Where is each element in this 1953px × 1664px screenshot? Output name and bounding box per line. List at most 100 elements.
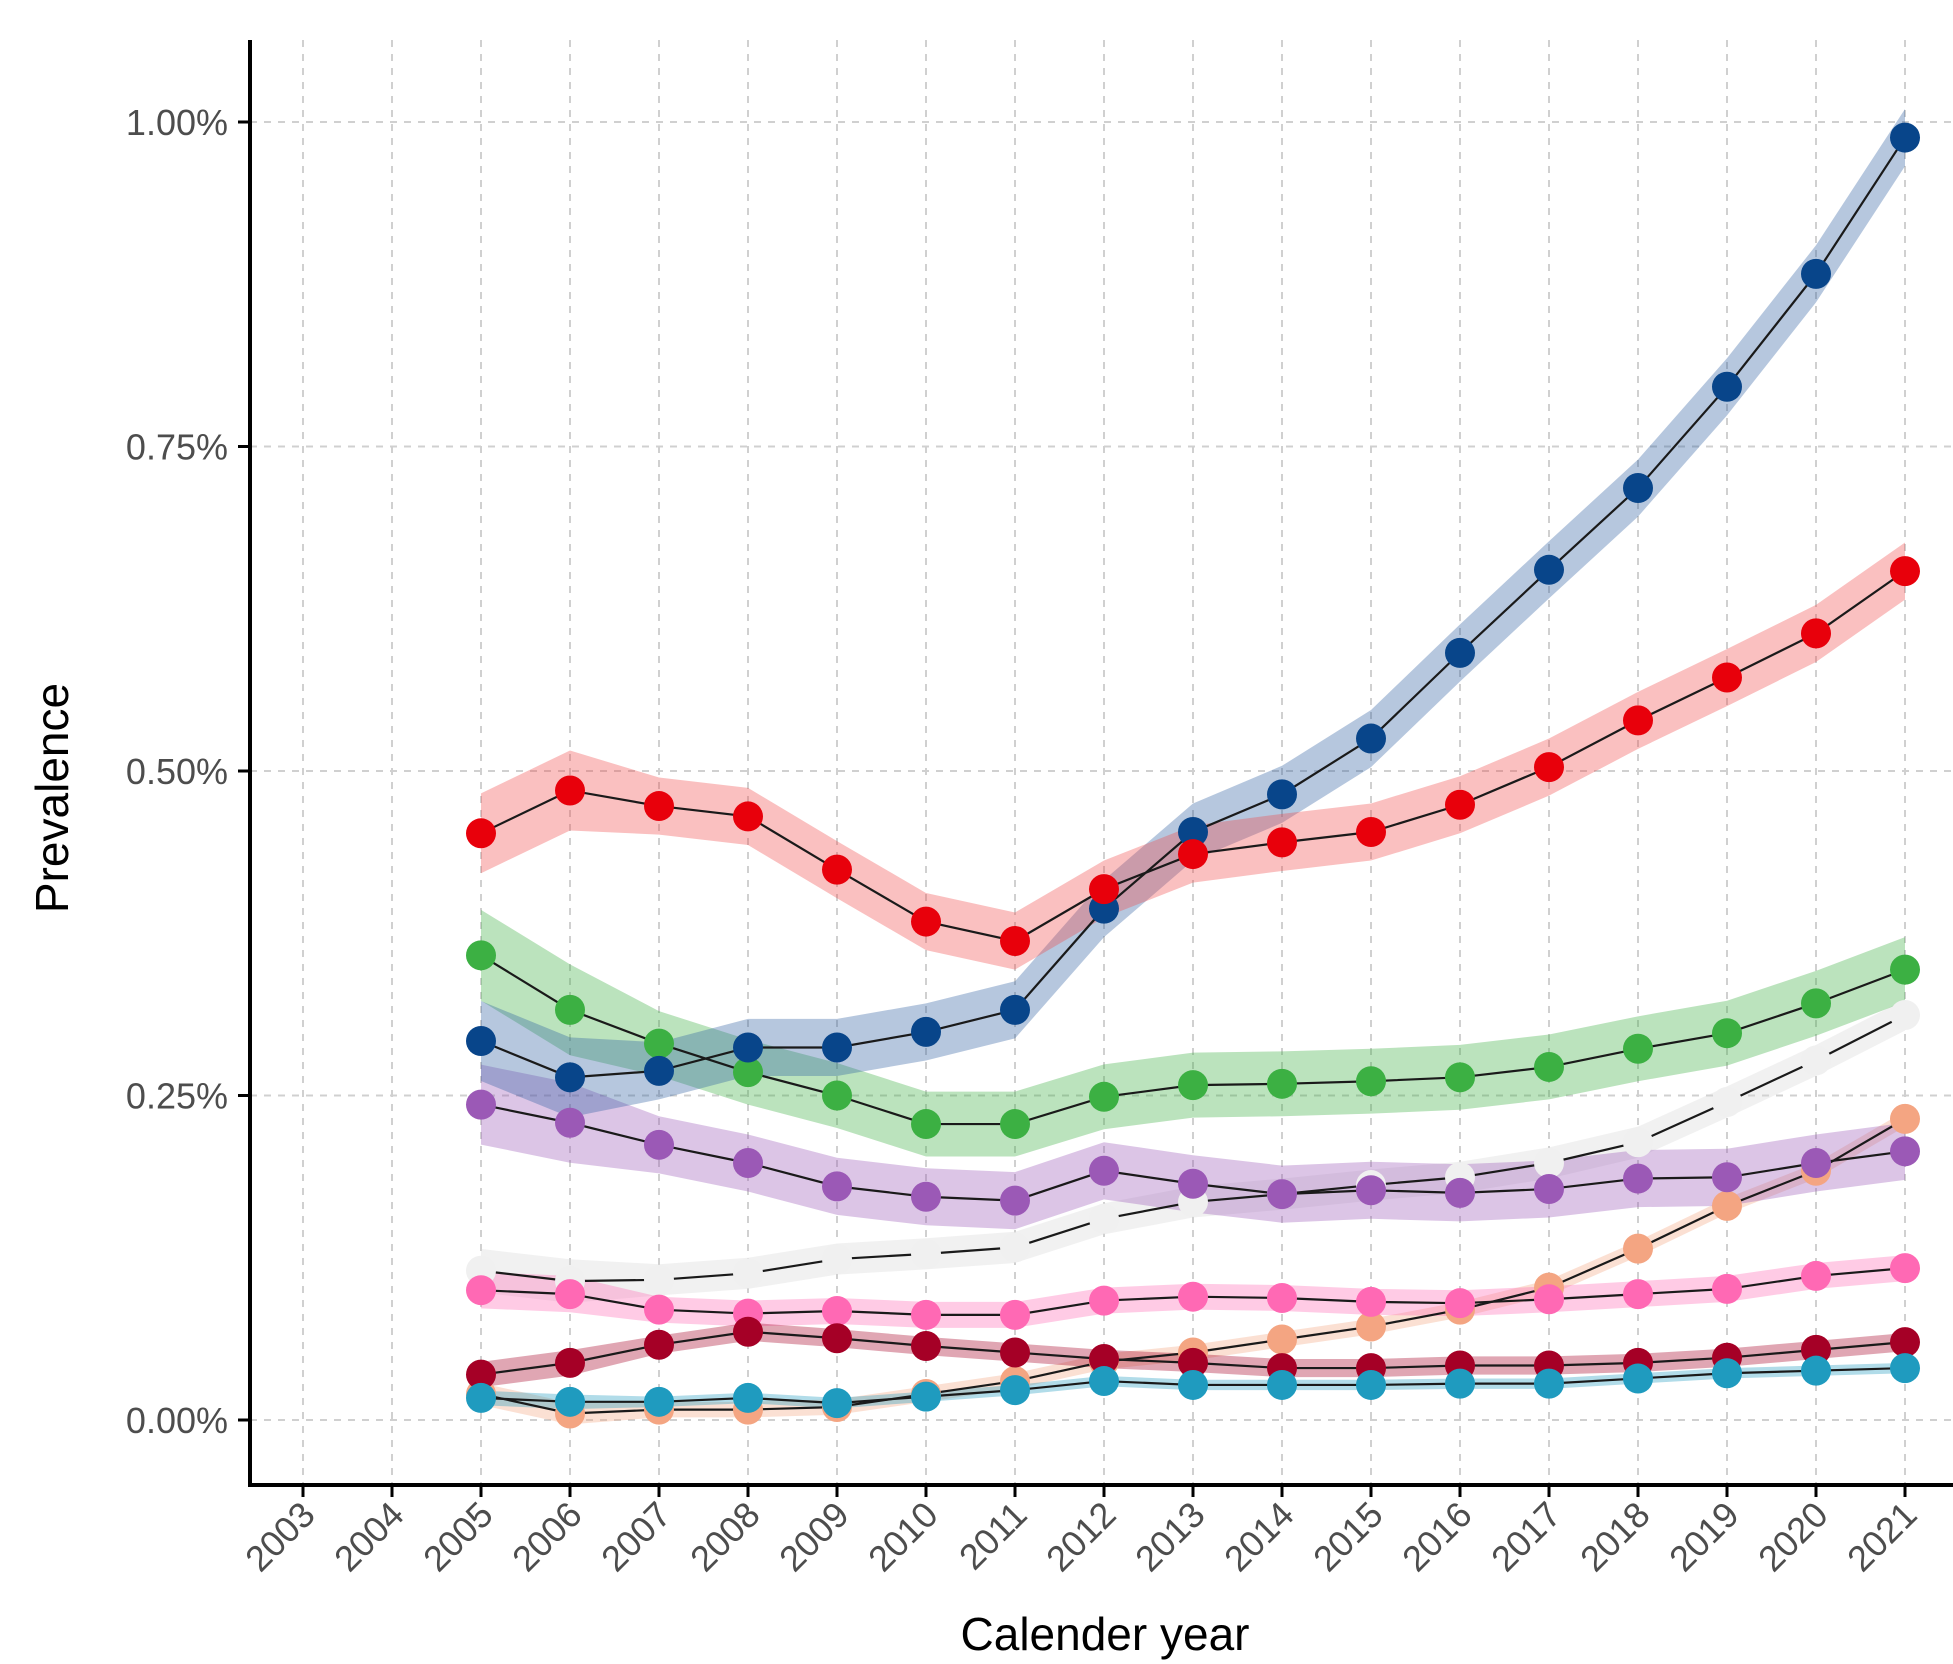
x-tick-label: 2012: [1038, 1494, 1124, 1580]
y-tick-label: 0.75%: [126, 427, 228, 468]
data-point: [822, 1032, 852, 1063]
data-point: [1712, 1162, 1742, 1193]
data-point: [1623, 1363, 1653, 1394]
x-tick-label: 2016: [1394, 1494, 1480, 1580]
data-point: [911, 1238, 941, 1269]
data-point: [1890, 1136, 1920, 1167]
data-point: [911, 1109, 941, 1140]
data-point: [1623, 1233, 1653, 1264]
x-tick-label: 2008: [682, 1494, 768, 1580]
data-point: [466, 1382, 496, 1413]
data-point: [1267, 779, 1297, 810]
data-point: [466, 818, 496, 849]
x-tick-label: 2003: [237, 1494, 323, 1580]
data-point: [1712, 1086, 1742, 1117]
data-point: [466, 940, 496, 971]
data-point: [1000, 1185, 1030, 1216]
data-point: [555, 775, 585, 806]
x-tick-label: 2007: [593, 1494, 679, 1580]
data-point: [1801, 1147, 1831, 1178]
data-point: [911, 906, 941, 937]
data-point: [733, 1032, 763, 1063]
x-tick-label: 2021: [1839, 1494, 1925, 1580]
data-point: [1178, 1281, 1208, 1312]
data-point: [644, 1264, 674, 1295]
x-tick-label: 2011: [951, 1494, 1035, 1578]
data-point: [1890, 556, 1920, 587]
data-point: [644, 1028, 674, 1059]
data-point: [822, 1295, 852, 1326]
data-point: [733, 1147, 763, 1178]
data-point: [1445, 1368, 1475, 1399]
data-point: [466, 1359, 496, 1390]
data-point: [911, 1299, 941, 1330]
data-point: [1000, 1299, 1030, 1330]
data-point: [1445, 1288, 1475, 1319]
x-tick-label: 2015: [1305, 1494, 1391, 1580]
data-point: [466, 1275, 496, 1306]
data-point: [1356, 1311, 1386, 1342]
data-point: [1801, 618, 1831, 649]
y-tick-label: 0.25%: [126, 1076, 228, 1117]
data-point: [1356, 817, 1386, 848]
data-point: [1267, 1324, 1297, 1355]
data-point: [1712, 1018, 1742, 1049]
data-point: [911, 1181, 941, 1212]
data-point: [1445, 1177, 1475, 1208]
data-point: [1178, 1347, 1208, 1378]
x-tick-label: 2009: [771, 1494, 857, 1580]
axes: [238, 40, 1953, 1497]
data-point: [911, 1381, 941, 1412]
data-point: [822, 1171, 852, 1202]
data-point: [733, 801, 763, 832]
data-point: [1534, 1147, 1564, 1178]
data-point: [1089, 1343, 1119, 1374]
data-point: [644, 791, 674, 822]
y-tick-label: 0.00%: [126, 1400, 228, 1441]
data-point: [911, 1016, 941, 1047]
data-point: [1089, 1155, 1119, 1186]
data-point: [822, 854, 852, 885]
data-point: [1623, 705, 1653, 736]
data-point: [1178, 1369, 1208, 1400]
data-point: [1089, 1285, 1119, 1316]
data-point: [1178, 1168, 1208, 1199]
data-point: [1089, 1203, 1119, 1234]
data-point: [1178, 1070, 1208, 1101]
data-point: [1445, 637, 1475, 668]
data-point: [1801, 1260, 1831, 1291]
data-point: [1356, 1175, 1386, 1206]
data-point: [733, 1057, 763, 1088]
data-point: [1623, 1163, 1653, 1194]
data-point: [466, 1089, 496, 1120]
data-point: [1890, 1253, 1920, 1284]
data-point: [822, 1388, 852, 1419]
data-point: [1356, 1286, 1386, 1317]
data-point: [1534, 1284, 1564, 1315]
x-axis-title: Calender year: [961, 1608, 1250, 1660]
data-point: [1712, 1273, 1742, 1304]
data-point: [1534, 752, 1564, 783]
data-point: [1356, 1066, 1386, 1097]
data-point: [1000, 1232, 1030, 1263]
data-point: [1000, 1375, 1030, 1406]
data-point: [1801, 988, 1831, 1019]
data-point: [1890, 1327, 1920, 1358]
data-point: [644, 1386, 674, 1417]
x-tick-label: 2018: [1572, 1494, 1658, 1580]
data-point: [822, 1244, 852, 1275]
x-tick-label: 2004: [326, 1494, 412, 1580]
data-point: [1712, 371, 1742, 402]
data-point: [1445, 789, 1475, 820]
y-tick-label: 0.50%: [126, 751, 228, 792]
data-point: [1445, 1062, 1475, 1093]
data-point: [1801, 1355, 1831, 1386]
data-point: [1356, 723, 1386, 754]
y-tick-label: 1.00%: [126, 102, 228, 143]
data-point: [1623, 1127, 1653, 1158]
data-point: [733, 1382, 763, 1413]
data-point: [1801, 1045, 1831, 1076]
data-point: [1000, 1109, 1030, 1140]
x-tick-label: 2014: [1216, 1494, 1302, 1580]
